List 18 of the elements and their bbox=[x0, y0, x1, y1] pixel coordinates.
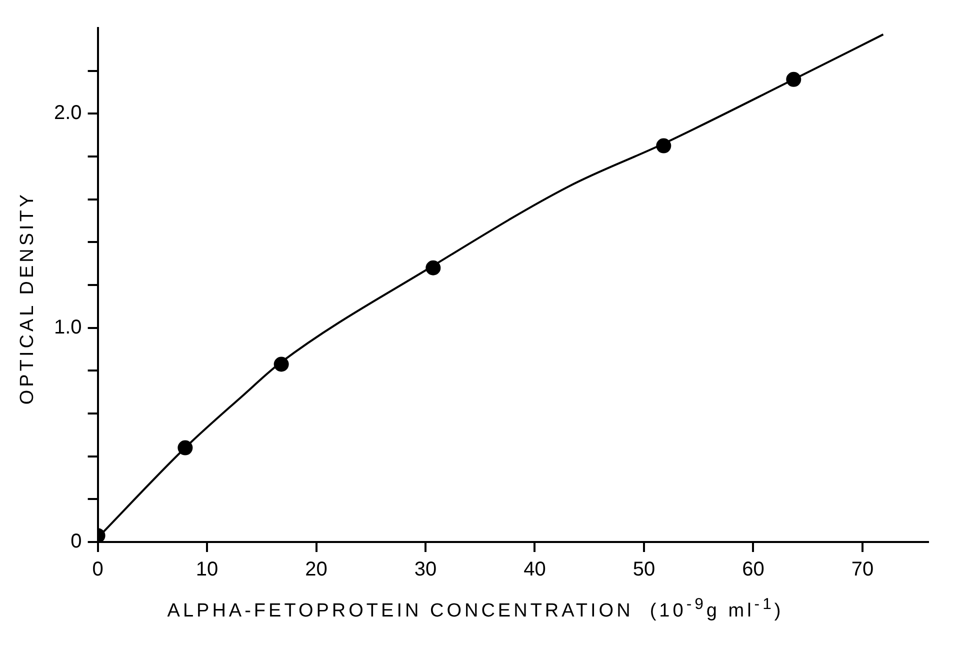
x-tick-label: 70 bbox=[851, 558, 874, 581]
point bbox=[656, 138, 672, 154]
x-axis-title: ALPHA-FETOPROTEIN CONCENTRATION (10$^{-9}$g ml$^{-1}$) bbox=[166, 596, 785, 622]
y-tick-label: 2.0 bbox=[54, 102, 82, 124]
x-tick-label: 60 bbox=[742, 558, 764, 581]
x-tick-label: 40 bbox=[524, 558, 546, 581]
point bbox=[786, 72, 802, 87]
x-tick-label: 0 bbox=[92, 558, 104, 581]
x-tick-label: 10 bbox=[196, 558, 218, 581]
point bbox=[178, 440, 193, 456]
x-tick-label: 30 bbox=[414, 558, 437, 581]
x-tick-label: 50 bbox=[632, 558, 656, 581]
y-tick-label: 1.0 bbox=[54, 316, 82, 338]
point bbox=[426, 260, 441, 276]
x-tick-label: 20 bbox=[305, 558, 328, 581]
point bbox=[274, 356, 289, 372]
y-tick-label: 0 bbox=[70, 530, 82, 553]
y-axis-title: OPTICAL DENSITY bbox=[17, 191, 39, 405]
